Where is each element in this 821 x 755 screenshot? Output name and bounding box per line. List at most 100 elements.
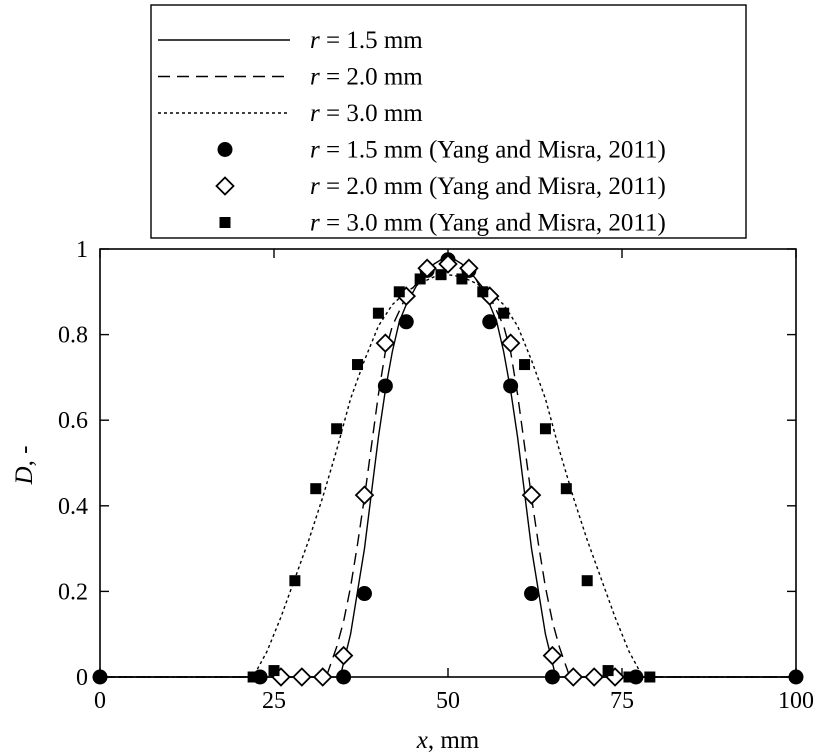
data-point xyxy=(584,667,604,687)
legend-label-var: r xyxy=(310,64,320,91)
x-axis-label-rest: , mm xyxy=(428,727,480,754)
series-line-0 xyxy=(100,256,796,678)
legend: r = 1.5 mmr = 2.0 mmr = 3.0 mmr = 1.5 mm… xyxy=(150,4,747,239)
data-point xyxy=(310,483,322,495)
data-point xyxy=(417,258,437,279)
y-tick-label: 0.8 xyxy=(58,323,88,349)
data-point xyxy=(560,483,572,495)
data-point xyxy=(498,307,510,319)
data-point xyxy=(644,671,656,683)
x-axis-label: x, mm xyxy=(416,727,480,754)
legend-label-rest: = 1.5 mm xyxy=(320,27,424,54)
y-tick-label: 0.6 xyxy=(58,408,88,434)
legend-marker-sample xyxy=(219,217,231,228)
data-point xyxy=(354,485,375,505)
series-line-1 xyxy=(100,263,796,678)
data-point xyxy=(289,575,301,587)
data-point xyxy=(414,273,426,285)
legend-item: r = 1.5 mm (Yang and Misra, 2011) xyxy=(217,137,666,164)
data-point xyxy=(456,273,468,285)
series-line-2 xyxy=(100,273,796,678)
plot-frame xyxy=(99,248,797,678)
data-point xyxy=(247,671,259,683)
tick-labels: 0 25 50 75 100 0 0.2 0.4 0.6 0.8 1 xyxy=(58,237,814,714)
data-point xyxy=(375,333,396,353)
data-point xyxy=(336,669,352,685)
data-point xyxy=(438,254,458,274)
data-point xyxy=(581,575,593,587)
x-tick-label: 100 xyxy=(778,688,814,714)
data-point xyxy=(521,485,542,505)
series-points-3 xyxy=(92,252,804,685)
y-axis-label-var: D xyxy=(11,466,38,485)
x-tick-label: 75 xyxy=(610,688,634,714)
axis-ticks xyxy=(99,248,797,678)
legend-label: r = 2.0 mm (Yang and Misra, 2011) xyxy=(310,173,666,200)
legend-item: r = 2.0 mm xyxy=(158,64,423,91)
series-markers xyxy=(92,252,804,687)
legend-label: r = 3.0 mm (Yang and Misra, 2011) xyxy=(310,210,666,237)
data-point xyxy=(500,333,521,353)
legend-item: r = 2.0 mm (Yang and Misra, 2011) xyxy=(215,173,666,200)
data-point xyxy=(292,667,312,687)
data-point xyxy=(788,669,804,685)
data-point xyxy=(372,307,384,319)
legend-item: r = 3.0 mm xyxy=(158,100,423,127)
legend-label: r = 1.5 mm xyxy=(310,27,423,54)
legend-label-var: r xyxy=(310,27,320,54)
series-lines xyxy=(100,256,796,678)
data-point xyxy=(268,665,280,677)
data-point xyxy=(435,269,447,281)
y-axis-label: D, - xyxy=(11,446,38,486)
data-point xyxy=(544,669,560,685)
legend-item: r = 1.5 mm xyxy=(158,27,423,54)
data-point xyxy=(459,258,479,279)
y-tick-label: 0.4 xyxy=(58,494,88,520)
data-point xyxy=(377,378,393,394)
series-points-5 xyxy=(247,269,656,683)
legend-label-rest: = 2.0 mm (Yang and Misra, 2011) xyxy=(320,173,666,200)
data-point xyxy=(623,671,635,683)
data-point xyxy=(393,286,405,298)
legend-label-var: r xyxy=(310,210,320,237)
data-point xyxy=(503,378,519,394)
data-point xyxy=(482,314,498,330)
data-point xyxy=(312,667,333,687)
legend-label-var: r xyxy=(310,137,320,164)
data-point xyxy=(519,359,531,371)
legend-label-rest: = 3.0 mm xyxy=(320,100,424,127)
data-point xyxy=(333,645,354,666)
x-axis-label-var: x xyxy=(416,727,428,754)
data-point xyxy=(602,665,614,677)
legend-label: r = 2.0 mm xyxy=(310,64,423,91)
data-point xyxy=(563,667,584,687)
data-point xyxy=(539,423,551,435)
series-points-4 xyxy=(271,254,625,687)
legend-label: r = 1.5 mm (Yang and Misra, 2011) xyxy=(310,137,666,164)
data-point xyxy=(352,359,364,371)
x-tick-label: 25 xyxy=(262,688,286,714)
legend-marker-sample xyxy=(217,142,233,157)
y-tick-label: 1 xyxy=(76,237,88,263)
legend-box xyxy=(150,4,747,239)
legend-marker-sample xyxy=(215,176,235,196)
legend-label: r = 3.0 mm xyxy=(310,100,423,127)
y-axis-label-rest: , - xyxy=(11,446,38,467)
y-tick-label: 0.2 xyxy=(58,579,88,605)
data-point xyxy=(92,669,108,685)
legend-label-rest: = 3.0 mm (Yang and Misra, 2011) xyxy=(320,210,666,237)
data-point xyxy=(331,423,343,435)
data-point xyxy=(542,645,563,666)
y-tick-label: 0 xyxy=(76,665,88,691)
legend-label-rest: = 1.5 mm (Yang and Misra, 2011) xyxy=(320,137,666,164)
x-tick-label: 0 xyxy=(94,688,106,714)
legend-label-var: r xyxy=(310,100,320,127)
legend-label-rest: = 2.0 mm xyxy=(320,64,424,91)
data-point xyxy=(477,286,489,298)
data-point xyxy=(356,586,372,602)
legend-label-var: r xyxy=(310,173,320,200)
data-point xyxy=(524,586,540,602)
data-point xyxy=(398,314,414,330)
x-tick-label: 50 xyxy=(436,688,460,714)
